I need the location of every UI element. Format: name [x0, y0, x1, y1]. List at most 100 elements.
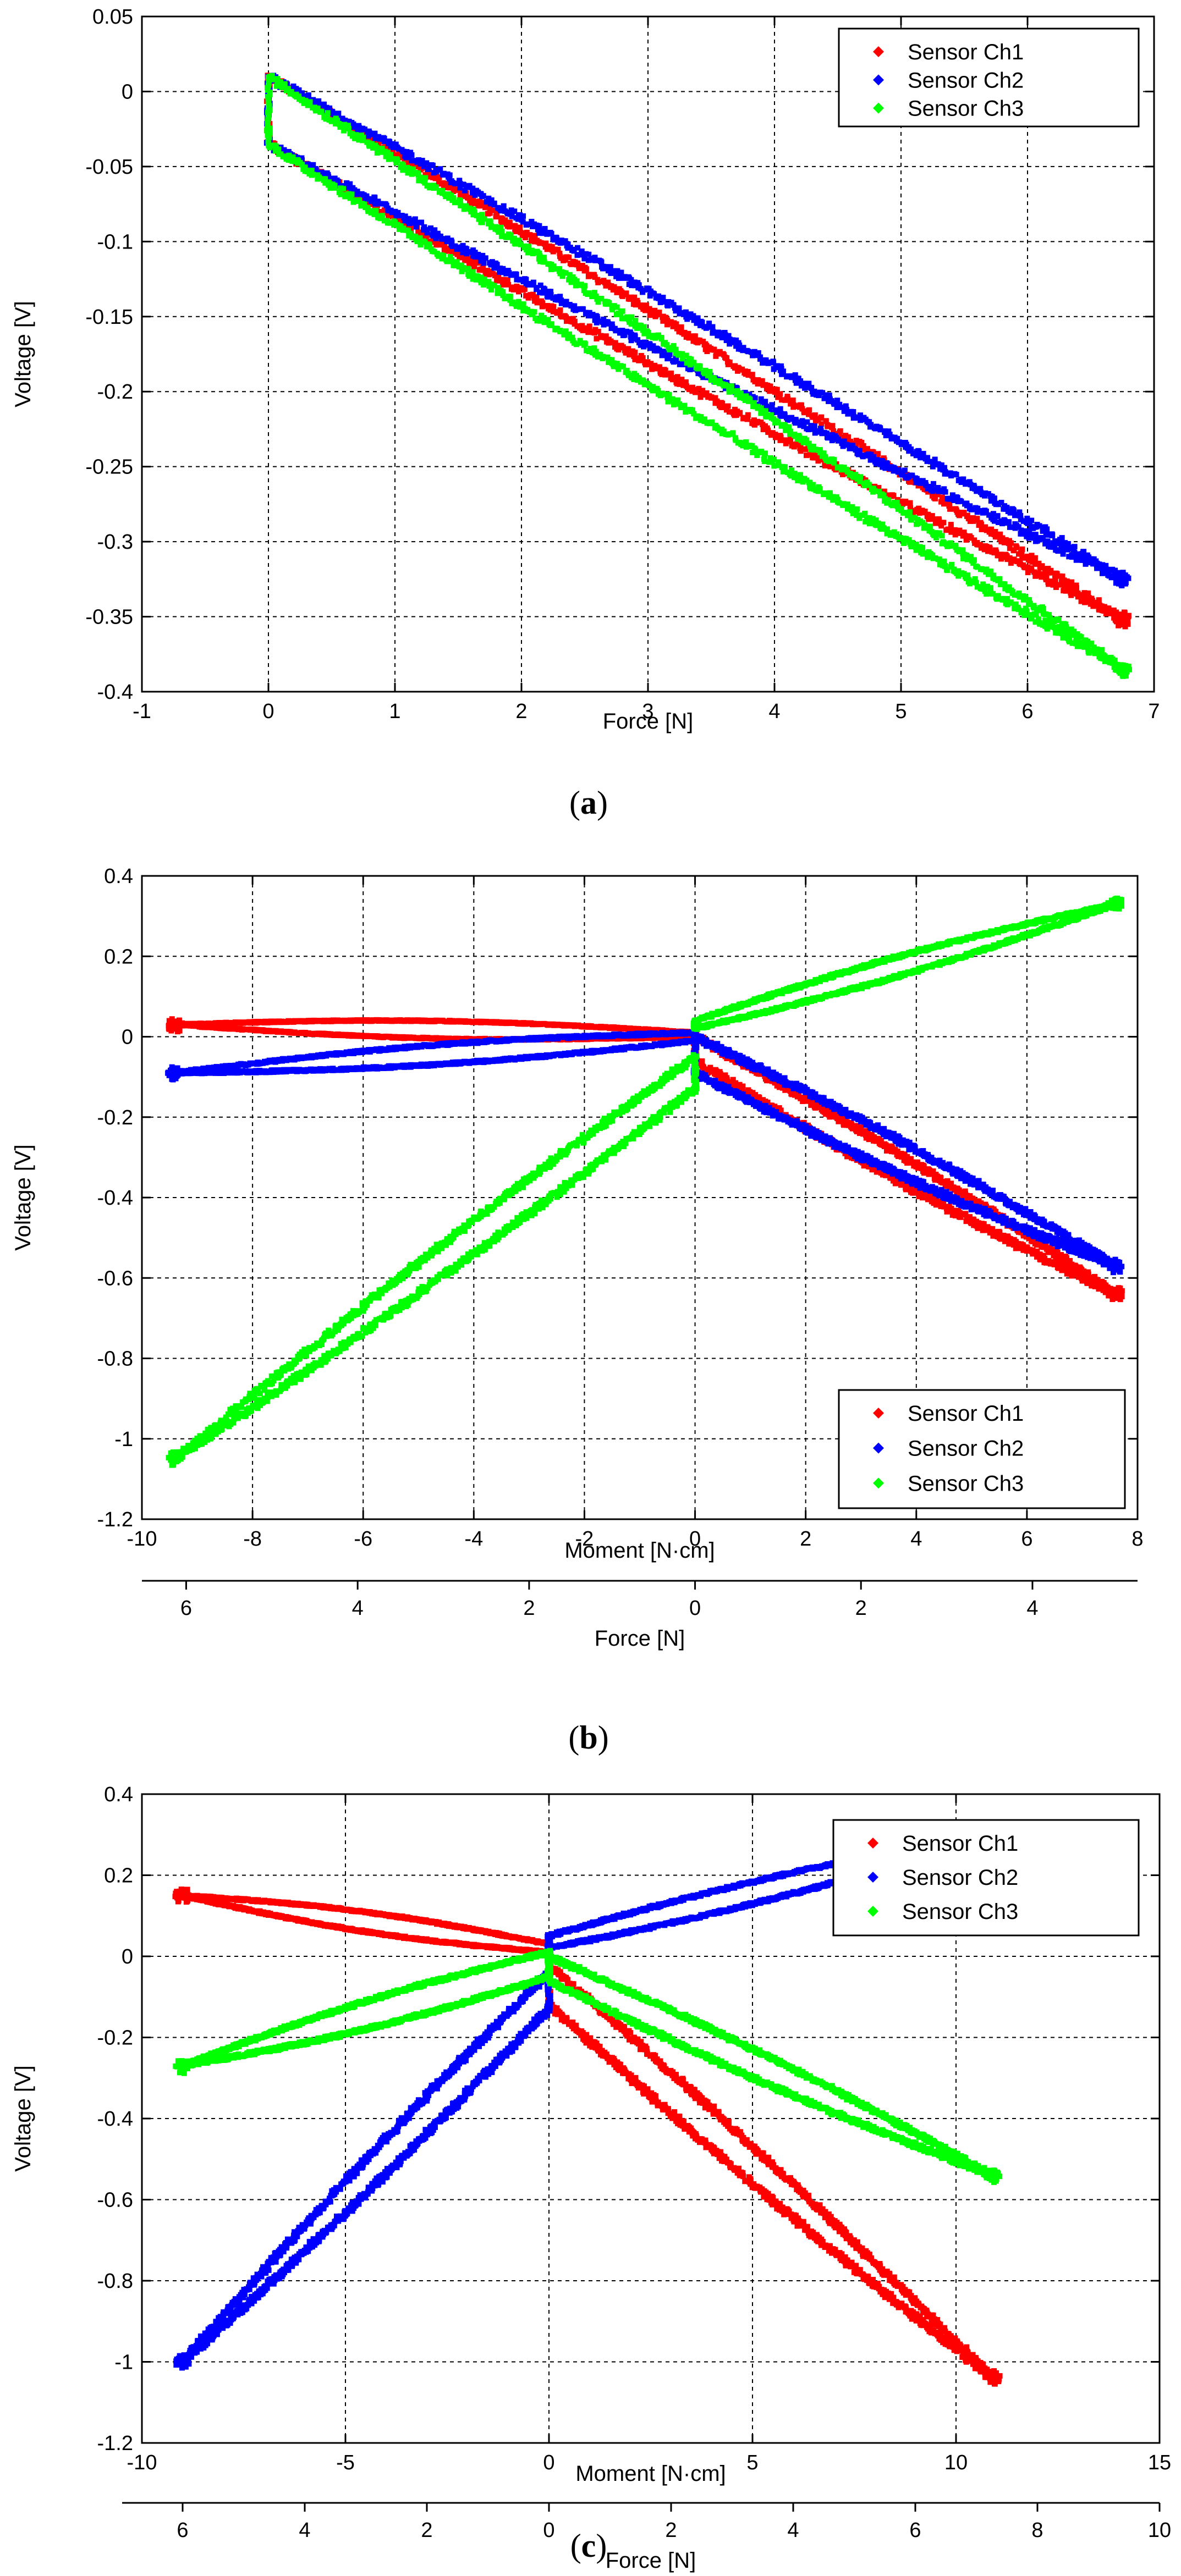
data-point — [676, 305, 682, 311]
data-point — [580, 306, 586, 312]
data-point — [689, 407, 695, 413]
data-point — [802, 385, 808, 391]
data-point — [670, 323, 676, 329]
data-point — [655, 311, 661, 317]
data-point — [708, 377, 714, 383]
data-point — [886, 497, 892, 503]
data-point — [612, 326, 618, 332]
data-point — [968, 482, 974, 488]
data-point — [902, 500, 908, 506]
data-point — [309, 168, 315, 174]
data-point — [725, 403, 731, 409]
data-point — [383, 153, 389, 159]
data-point — [524, 247, 530, 253]
data-point — [847, 445, 853, 451]
data-point — [512, 229, 518, 235]
data-point — [340, 186, 347, 192]
data-point — [963, 479, 969, 486]
data-point — [853, 508, 859, 514]
data-point — [891, 493, 897, 499]
data-point — [498, 215, 504, 221]
data-point — [1075, 594, 1081, 600]
data-point — [968, 554, 974, 560]
data-point — [1079, 592, 1085, 598]
data-point — [1037, 571, 1043, 577]
data-point — [995, 519, 1001, 525]
data-point — [1062, 546, 1068, 552]
data-point — [461, 206, 467, 212]
data-point — [774, 363, 780, 369]
data-point — [1020, 529, 1026, 535]
data-point — [646, 382, 652, 388]
data-point — [641, 344, 647, 350]
data-point — [978, 545, 984, 551]
data-point — [784, 373, 790, 379]
data-point — [1020, 518, 1026, 524]
data-point — [520, 213, 526, 219]
data-point — [933, 530, 939, 536]
data-point — [782, 464, 788, 470]
data-point — [1063, 588, 1069, 594]
data-point — [513, 303, 519, 309]
data-point — [742, 389, 748, 395]
data-point — [816, 393, 822, 399]
data-point — [548, 1021, 554, 1027]
data-point — [722, 354, 728, 360]
data-point — [995, 593, 1001, 599]
data-point — [433, 184, 439, 190]
data-point — [768, 415, 774, 421]
data-point — [677, 381, 683, 387]
legend-entry-text: Sensor Ch2 — [908, 68, 1024, 92]
caption-paren-close: ) — [597, 785, 608, 821]
data-point — [798, 437, 804, 443]
data-point — [611, 284, 617, 290]
data-point — [653, 1027, 659, 1033]
data-point — [801, 435, 808, 442]
data-point — [575, 245, 581, 251]
data-point — [1096, 602, 1102, 608]
data-point — [582, 283, 588, 289]
data-point — [771, 360, 777, 366]
data-point — [418, 174, 424, 180]
y-tick-label: -0.15 — [85, 306, 133, 329]
data-point — [761, 459, 767, 465]
data-point — [690, 338, 696, 344]
data-point — [913, 544, 919, 550]
data-point — [580, 1023, 586, 1029]
data-point — [666, 299, 672, 305]
data-point — [929, 485, 935, 491]
data-point — [932, 495, 938, 501]
data-point — [798, 402, 804, 408]
data-point — [930, 464, 936, 470]
data-point — [484, 203, 490, 209]
data-point — [410, 166, 416, 172]
data-point — [926, 484, 932, 490]
x-tick-label: 6 — [1021, 700, 1033, 723]
data-point — [941, 558, 947, 564]
data-point — [732, 364, 738, 370]
data-point — [754, 420, 760, 426]
data-point — [1078, 641, 1084, 647]
data-point — [480, 193, 486, 199]
data-point — [776, 462, 782, 468]
data-point — [792, 471, 798, 477]
data-point — [913, 542, 919, 548]
data-point — [898, 442, 904, 448]
data-point — [543, 303, 550, 309]
data-point — [1116, 622, 1122, 628]
data-point — [1007, 555, 1013, 561]
data-point — [1097, 654, 1103, 660]
data-point — [500, 292, 506, 298]
data-point — [1003, 537, 1009, 543]
data-point — [1031, 569, 1037, 575]
data-point — [642, 307, 649, 313]
data-point — [941, 520, 947, 526]
data-point — [479, 219, 485, 225]
data-point — [1067, 638, 1073, 644]
data-point — [798, 476, 804, 482]
data-point — [970, 518, 976, 524]
data-point — [500, 266, 506, 272]
data-point — [768, 432, 774, 438]
data-point — [1029, 614, 1035, 620]
data-point — [984, 566, 990, 572]
